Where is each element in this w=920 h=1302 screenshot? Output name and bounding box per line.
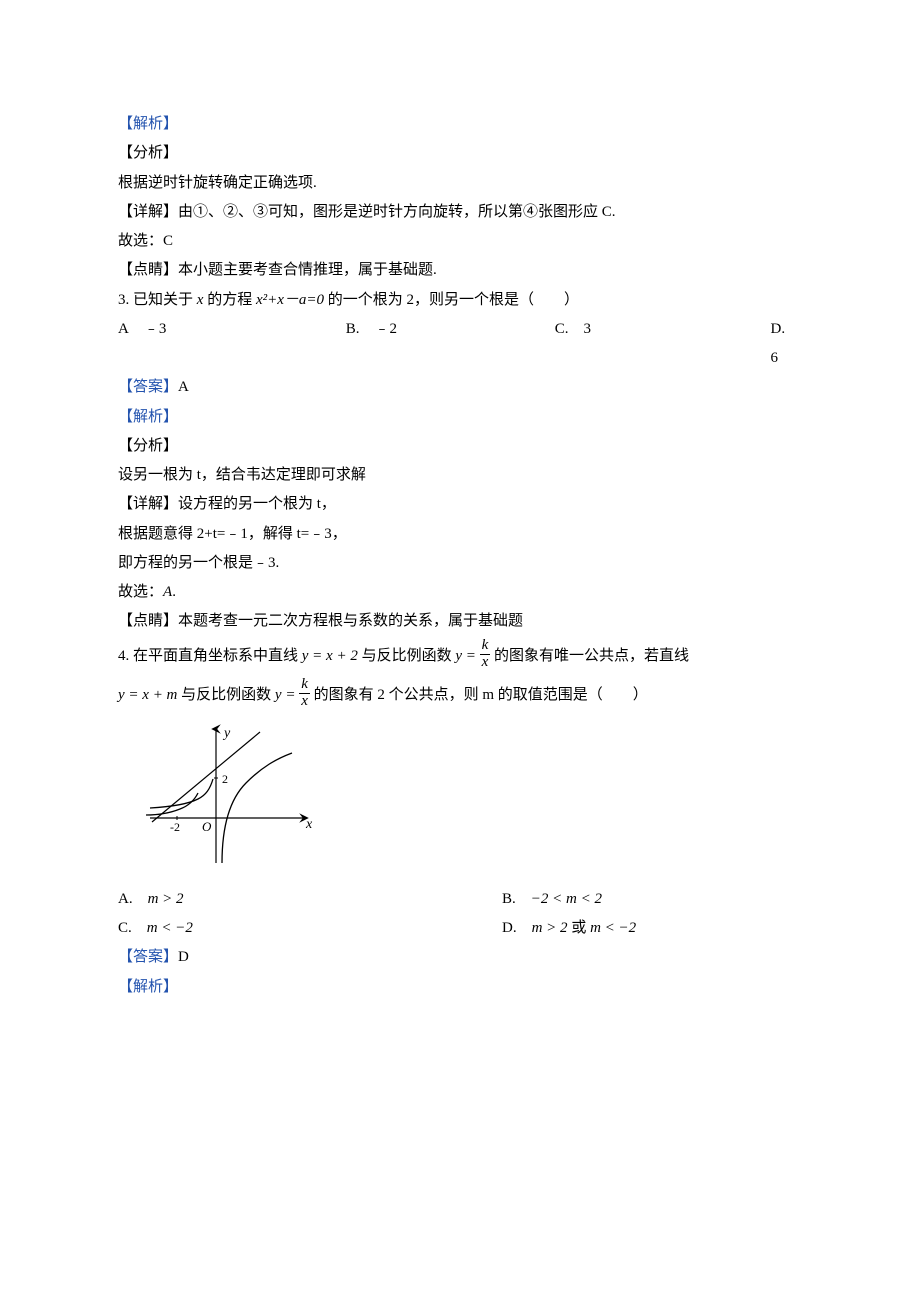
analysis-label: 【解析】 <box>118 973 802 1002</box>
q4-answer: 【答案】D <box>118 943 802 972</box>
analysis-label: 【解析】 <box>118 403 802 432</box>
fraction: kx <box>480 638 491 671</box>
fenxi-label: 【分析】 <box>118 139 802 168</box>
q4-graph: y x O 2 -2 <box>144 723 802 879</box>
b1-l2: 【详解】由①、②、③可知，图形是逆时针方向旋转，所以第④张图形应 C. <box>118 198 802 227</box>
analysis-label: 【解析】 <box>118 110 802 139</box>
q3-choice-a: A ﹣3 <box>118 315 346 344</box>
xiangjie-label: 【详解】 <box>118 496 178 512</box>
q3-exp5: 故选：A. <box>118 578 802 607</box>
q4-choice-d: D. m > 2 或 m < −2 <box>502 914 636 943</box>
graph-xtick: -2 <box>170 820 180 834</box>
q4-choices-row2: C. m < −2 D. m > 2 或 m < −2 <box>118 914 802 943</box>
graph-origin: O <box>202 819 212 834</box>
q3-exp3: 根据题意得 2+t=﹣1，解得 t=﹣3， <box>118 520 802 549</box>
dianjing-label: 【点睛】 <box>118 262 178 278</box>
graph-y-label: y <box>222 726 231 741</box>
q3-choice-b: B. ﹣2 <box>346 315 555 344</box>
q4-choices-row1: A. m > 2 B. −2 < m < 2 <box>118 885 802 914</box>
q3-stem: 3. 已知关于 x 的方程 x²+x－a=0 的一个根为 2，则另一个根是（ ） <box>118 286 802 315</box>
q3-answer: 【答案】A <box>118 373 802 402</box>
b1-l1: 根据逆时针旋转确定正确选项. <box>118 169 802 198</box>
q4-choice-b: B. −2 < m < 2 <box>502 885 602 914</box>
q3-exp1: 设另一根为 t，结合韦达定理即可求解 <box>118 461 802 490</box>
graph-ytick: 2 <box>222 772 228 786</box>
fraction: kx <box>299 677 310 710</box>
q3-exp4: 即方程的另一个根是﹣3. <box>118 549 802 578</box>
dianjing-label: 【点睛】 <box>118 613 178 629</box>
q3-dj: 【点睛】本题考查一元二次方程根与系数的关系，属于基础题 <box>118 607 802 636</box>
graph-x-label: x <box>305 817 313 832</box>
b1-l4: 【点睛】本小题主要考查合情推理，属于基础题. <box>118 256 802 285</box>
q3-exp2: 【详解】设方程的另一个根为 t， <box>118 490 802 519</box>
xiangjie-label: 【详解】 <box>118 204 178 220</box>
q3-choice-d: D. 6 <box>770 315 802 374</box>
q4-stem-line1: 4. 在平面直角坐标系中直线 y = x + 2 与反比例函数 y = kx 的… <box>118 637 802 676</box>
q3-choices: A ﹣3 B. ﹣2 C. 3 D. 6 <box>118 315 802 374</box>
b1-l3: 故选：C <box>118 227 802 256</box>
q4-choice-c: C. m < −2 <box>118 914 502 943</box>
fenxi-label: 【分析】 <box>118 432 802 461</box>
q4-choice-a: A. m > 2 <box>118 885 502 914</box>
q4-stem-line2: y = x + m 与反比例函数 y = kx 的图象有 2 个公共点，则 m … <box>118 676 802 715</box>
q3-choice-c: C. 3 <box>555 315 771 344</box>
